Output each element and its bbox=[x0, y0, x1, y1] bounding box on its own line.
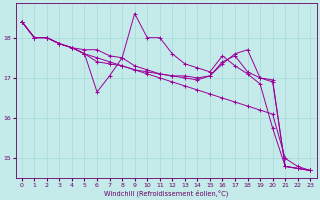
X-axis label: Windchill (Refroidissement éolien,°C): Windchill (Refroidissement éolien,°C) bbox=[104, 189, 228, 197]
